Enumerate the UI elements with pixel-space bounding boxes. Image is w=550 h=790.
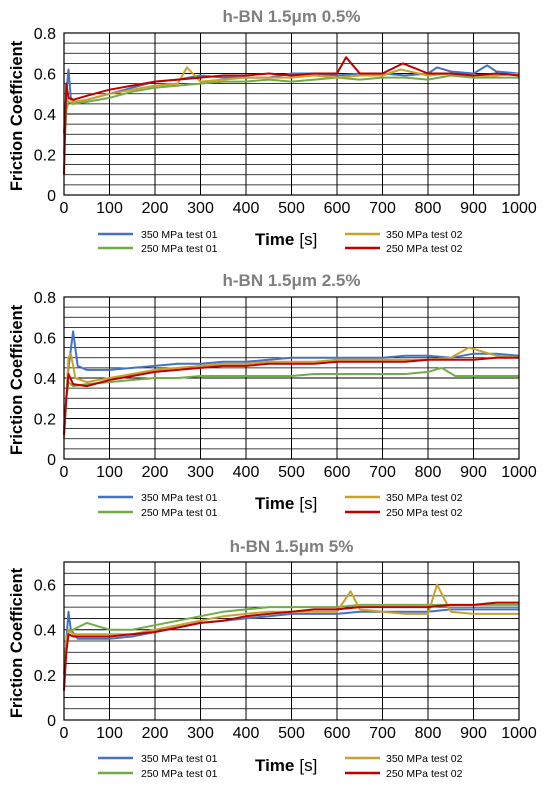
x-tick-label: 1000 <box>501 200 537 217</box>
legend-label: 350 MPa test 01 <box>141 492 218 504</box>
y-tick-label: 0.8 <box>34 290 56 307</box>
x-tick-label: 100 <box>96 464 123 481</box>
legend-label: 350 MPa test 01 <box>141 229 218 241</box>
chart-title: h-BN 1.5μm 5% <box>230 537 354 556</box>
legend-label: 250 MPa test 01 <box>141 768 218 780</box>
y-tick-label: 0 <box>47 452 56 469</box>
y-axis-label: Friction Coefficient <box>8 567 26 718</box>
x-tick-label: 800 <box>415 464 442 481</box>
x-tick-label: 400 <box>233 725 260 742</box>
legend-label: 350 MPa test 02 <box>386 492 463 504</box>
legend-label: 250 MPa test 02 <box>386 768 463 780</box>
x-tick-label: 500 <box>278 725 305 742</box>
x-tick-label: 600 <box>324 464 351 481</box>
y-tick-label: 0.6 <box>34 578 56 595</box>
legend-label: 350 MPa test 02 <box>386 753 463 765</box>
plot-frame <box>63 32 520 196</box>
y-tick-label: 0.2 <box>34 412 56 429</box>
legend-label: 250 MPa test 01 <box>141 243 218 255</box>
x-tick-label: 700 <box>369 725 396 742</box>
x-tick-label: 1000 <box>501 464 537 481</box>
x-tick-label: 0 <box>60 464 69 481</box>
x-tick-label: 800 <box>415 725 442 742</box>
x-axis-label-unit: [s] <box>299 756 317 775</box>
x-axis-label: Time [s] <box>255 756 317 775</box>
x-tick-label: 400 <box>233 464 260 481</box>
x-tick-label: 1000 <box>501 725 537 742</box>
x-tick-label: 300 <box>187 200 214 217</box>
plot-frame <box>63 296 520 460</box>
x-tick-label: 900 <box>460 725 487 742</box>
x-tick-label: 200 <box>142 725 169 742</box>
y-tick-label: 0.4 <box>34 371 56 388</box>
x-tick-label: 500 <box>278 200 305 217</box>
x-tick-label: 200 <box>142 200 169 217</box>
y-axis-label: Friction Coefficient <box>8 304 26 455</box>
chart-panel-2: h-BN 1.5μm 2.5% 0 0.2 0.4 0.6 0.8 0 100 200 300 40… <box>8 271 537 519</box>
x-axis-label: Time [s] <box>255 494 317 513</box>
x-tick-label: 900 <box>460 464 487 481</box>
series-line-4 <box>63 56 520 175</box>
legend-label: 250 MPa test 02 <box>386 243 463 255</box>
x-tick-label: 300 <box>187 725 214 742</box>
y-tick-label: 0.6 <box>34 67 56 84</box>
x-tick-label: 0 <box>60 725 69 742</box>
chart-title: h-BN 1.5μm 2.5% <box>223 271 361 290</box>
y-tick-label: 0.4 <box>34 107 56 124</box>
legend-label: 350 MPa test 02 <box>386 229 463 241</box>
y-tick-label: 0.4 <box>34 623 56 640</box>
plot-frame <box>63 561 520 721</box>
y-tick-label: 0.6 <box>34 331 56 348</box>
chart-title: h-BN 1.5μm 0.5% <box>223 7 361 26</box>
x-tick-label: 100 <box>96 725 123 742</box>
series-line-4 <box>63 601 519 691</box>
y-tick-label: 0.8 <box>34 26 56 43</box>
x-axis-label-name: Time <box>255 494 294 513</box>
chart-panel-1: h-BN 1.5μm 0.5% 0 0.2 0.4 0.6 0.8 0 100 200 300 40… <box>8 7 537 255</box>
y-tick-label: 0 <box>47 713 56 730</box>
series-line-3 <box>63 66 520 135</box>
x-axis-label-name: Time <box>255 756 294 775</box>
series-line-2 <box>63 366 519 435</box>
legend-label: 350 MPa test 01 <box>141 753 218 765</box>
x-tick-label: 700 <box>369 200 396 217</box>
y-tick-label: 0.2 <box>34 148 56 165</box>
y-tick-label: 0 <box>47 188 56 205</box>
x-tick-label: 900 <box>460 200 487 217</box>
x-tick-label: 800 <box>415 200 442 217</box>
legend-label: 250 MPa test 02 <box>386 507 463 519</box>
x-tick-label: 500 <box>278 464 305 481</box>
x-axis-label-unit: [s] <box>299 230 317 249</box>
x-tick-label: 0 <box>60 200 69 217</box>
x-tick-label: 300 <box>187 464 214 481</box>
x-tick-label: 600 <box>324 200 351 217</box>
x-tick-label: 600 <box>324 725 351 742</box>
x-tick-label: 100 <box>96 200 123 217</box>
series-line-3 <box>63 583 519 687</box>
series-line-4 <box>63 356 519 435</box>
series-line-2 <box>63 74 519 155</box>
x-tick-label: 400 <box>233 200 260 217</box>
series-line-1 <box>63 330 520 429</box>
y-tick-label: 0.2 <box>34 668 56 685</box>
x-axis-label-unit: [s] <box>299 494 317 513</box>
x-tick-label: 700 <box>369 464 396 481</box>
chart-panel-3: h-BN 1.5μm 5% 0 0.2 0.4 0.6 0 100 200 300 400 500 6… <box>8 537 537 780</box>
x-tick-label: 200 <box>142 464 169 481</box>
legend-label: 250 MPa test 01 <box>141 507 218 519</box>
y-axis-label: Friction Coefficient <box>8 40 26 191</box>
x-axis-label-name: Time <box>255 230 294 249</box>
x-axis-label: Time [s] <box>255 230 317 249</box>
